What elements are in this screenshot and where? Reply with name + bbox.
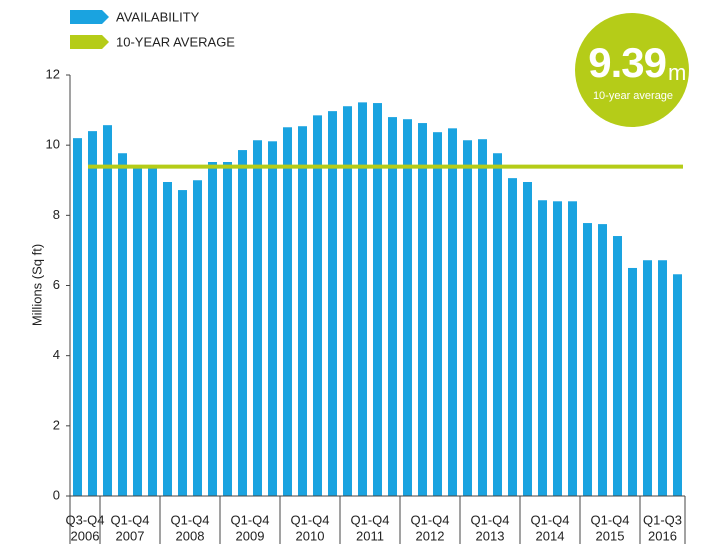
x-group-year: 2007 — [116, 528, 145, 543]
bar — [403, 119, 412, 496]
bar — [298, 126, 307, 496]
x-group-year: 2014 — [536, 528, 565, 543]
bar — [433, 132, 442, 496]
x-group-period: Q1-Q4 — [110, 512, 149, 527]
bar — [418, 123, 427, 497]
bar — [463, 140, 472, 496]
y-tick-label: 10 — [46, 137, 60, 152]
bar — [373, 103, 382, 497]
bar — [133, 165, 142, 496]
legend-label: 10-YEAR AVERAGE — [116, 34, 235, 49]
legend-label: AVAILABILITY — [116, 9, 200, 24]
bar — [388, 117, 397, 496]
average-badge — [575, 13, 689, 127]
bar — [478, 139, 487, 496]
x-group-period: Q1-Q4 — [470, 512, 509, 527]
bar — [493, 153, 502, 496]
bar — [88, 131, 97, 496]
bar — [208, 162, 217, 497]
bar — [193, 180, 202, 496]
y-tick-label: 0 — [53, 487, 60, 502]
bar — [643, 260, 652, 496]
bar — [178, 190, 187, 496]
badge-value: 9.39 — [588, 39, 666, 86]
bar — [268, 141, 277, 496]
bar — [508, 178, 517, 496]
x-group-year: 2006 — [71, 528, 100, 543]
x-group-year: 2015 — [596, 528, 625, 543]
x-group-year: 2013 — [476, 528, 505, 543]
bar — [598, 224, 607, 496]
x-group-period: Q1-Q4 — [530, 512, 569, 527]
x-group-period: Q1-Q4 — [350, 512, 389, 527]
bar — [568, 201, 577, 497]
x-group-period: Q3-Q4 — [65, 512, 104, 527]
x-group-year: 2016 — [648, 528, 677, 543]
y-axis-label: Millions (Sq ft) — [29, 244, 44, 326]
x-group-period: Q1-Q4 — [170, 512, 209, 527]
legend-swatch — [70, 35, 109, 49]
bar — [118, 153, 127, 496]
bar — [673, 274, 682, 496]
x-group-year: 2008 — [176, 528, 205, 543]
x-group-year: 2010 — [296, 528, 325, 543]
y-tick-label: 12 — [46, 66, 60, 81]
bar — [343, 106, 352, 496]
x-group-year: 2012 — [416, 528, 445, 543]
x-group-period: Q1-Q4 — [590, 512, 629, 527]
badge-caption: 10-year average — [593, 90, 673, 102]
x-group-year: 2009 — [236, 528, 265, 543]
y-tick-label: 6 — [53, 277, 60, 292]
bar — [358, 102, 367, 497]
bar — [283, 127, 292, 496]
x-group-period: Q1-Q3 — [643, 512, 682, 527]
bar — [583, 223, 592, 496]
bar — [73, 138, 82, 496]
x-group-period: Q1-Q4 — [230, 512, 269, 527]
y-tick-label: 2 — [53, 417, 60, 432]
y-tick-label: 8 — [53, 207, 60, 222]
bar — [253, 140, 262, 496]
bar — [328, 111, 337, 496]
y-tick-label: 4 — [53, 347, 60, 362]
x-group-year: 2011 — [356, 528, 384, 543]
bar — [523, 182, 532, 497]
bar — [163, 182, 172, 497]
legend-swatch — [70, 10, 109, 24]
bar — [553, 201, 562, 497]
bar — [658, 260, 667, 496]
bar — [613, 236, 622, 496]
bar — [448, 128, 457, 496]
bar — [148, 167, 157, 497]
bar — [223, 162, 232, 497]
x-group-period: Q1-Q4 — [290, 512, 329, 527]
bar — [538, 200, 547, 496]
bar — [628, 267, 637, 496]
x-group-period: Q1-Q4 — [410, 512, 449, 527]
bar — [103, 125, 112, 497]
badge-unit: m — [668, 60, 686, 85]
bar — [238, 150, 247, 496]
bar — [313, 115, 322, 497]
